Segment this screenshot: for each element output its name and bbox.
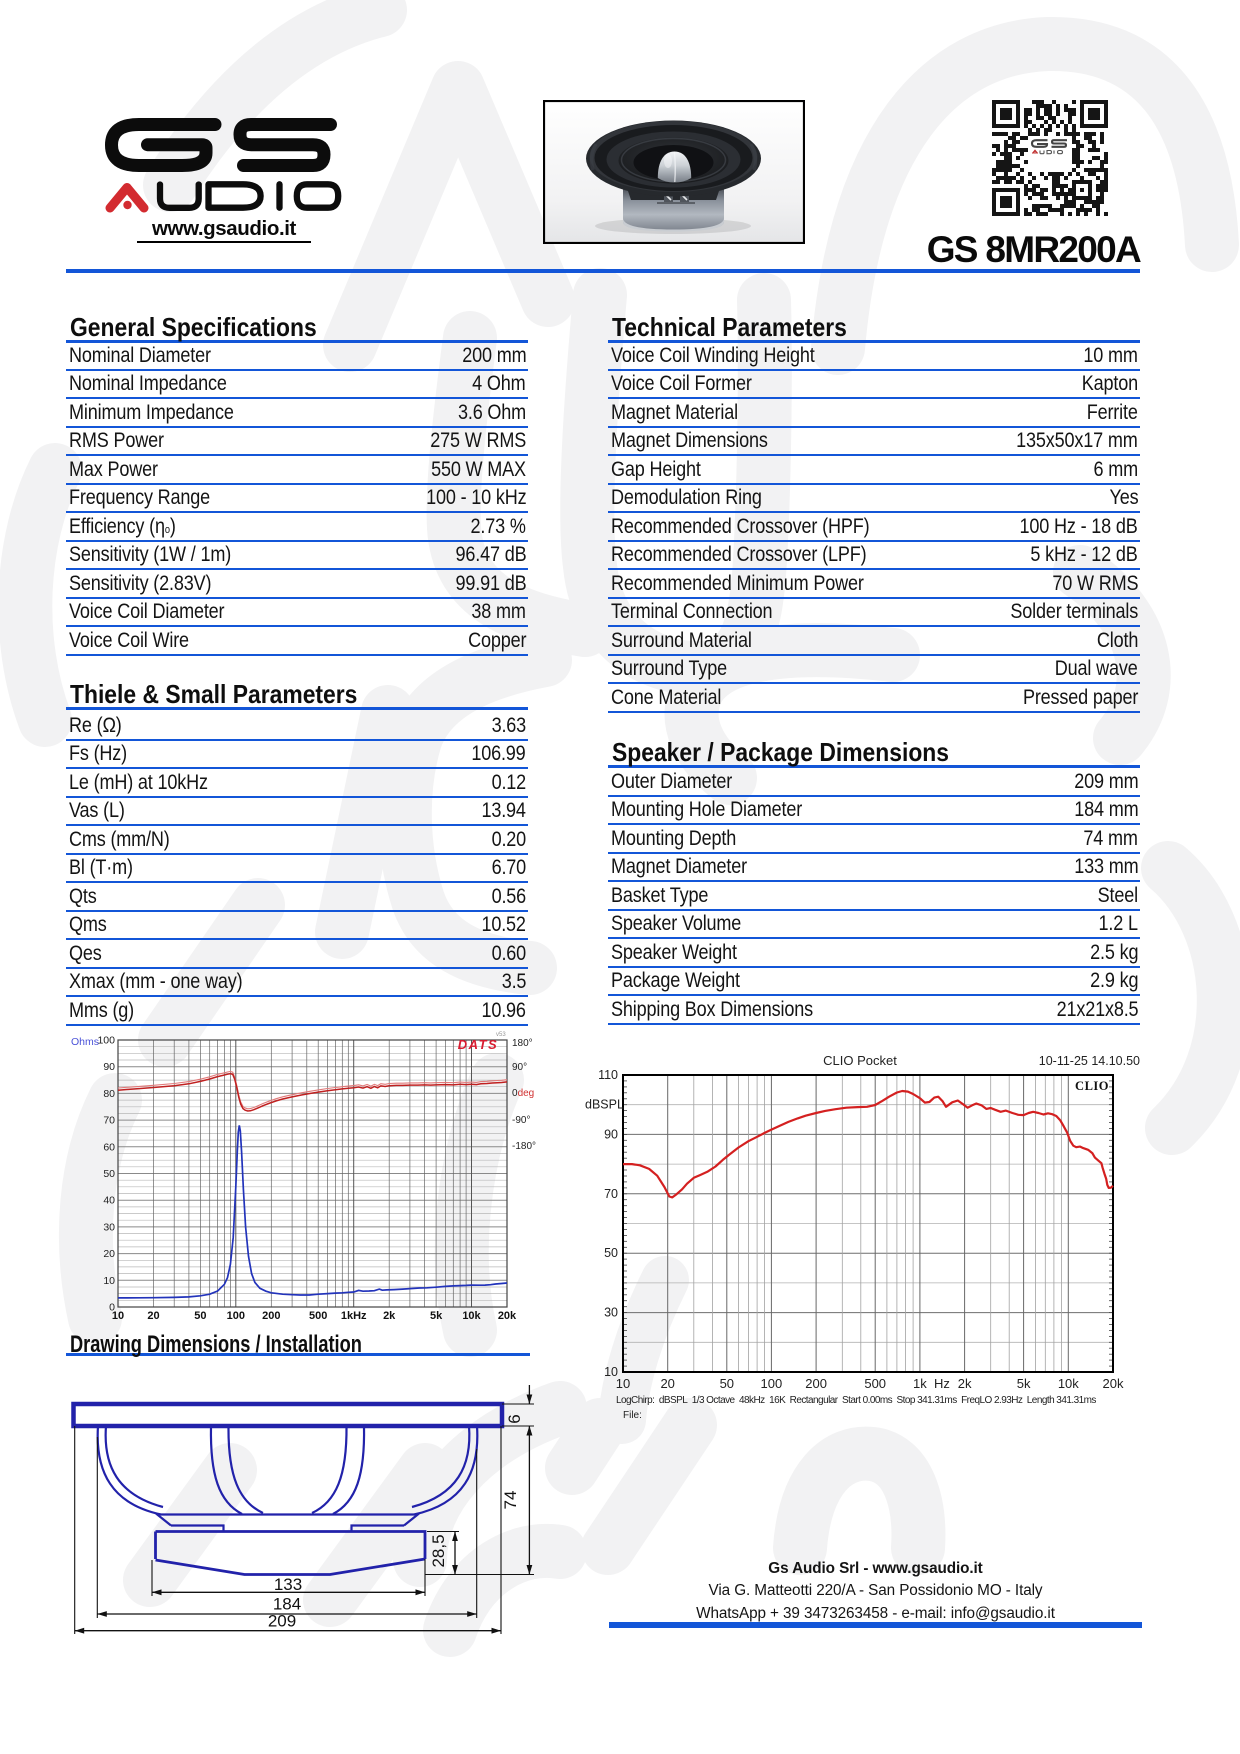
svg-text:90: 90 [604,1127,618,1141]
svg-text:184: 184 [273,1595,301,1614]
svg-text:50: 50 [604,1246,618,1260]
svg-text:20: 20 [147,1310,159,1322]
svg-text:20: 20 [103,1248,115,1260]
svg-text:5k: 5k [430,1310,443,1322]
svg-text:50: 50 [720,1376,734,1391]
svg-text:110: 110 [598,1068,618,1082]
svg-text:20k: 20k [1103,1376,1124,1391]
svg-text:100: 100 [761,1376,783,1391]
svg-text:40: 40 [103,1195,115,1207]
svg-text:-90°: -90° [512,1115,530,1126]
svg-text:200: 200 [805,1376,827,1391]
svg-text:50: 50 [103,1168,115,1180]
svg-text:30: 30 [604,1306,618,1320]
svg-text:20k: 20k [498,1310,517,1322]
svg-text:2k: 2k [383,1310,396,1322]
svg-text:6: 6 [505,1414,524,1423]
svg-text:LogChirp: dBSPL 1/3 Octave: LogChirp: dBSPL 1/3 Octave 48kHz 16K Rec… [616,1395,1096,1406]
svg-text:50: 50 [194,1310,206,1322]
svg-text:10-11-25 14.10.50: 10-11-25 14.10.50 [1039,1054,1140,1068]
svg-text:v53: v53 [496,1032,506,1038]
svg-text:DATS: DATS [458,1037,498,1052]
svg-text:10: 10 [112,1310,124,1322]
svg-text:10: 10 [616,1376,630,1391]
svg-text:dBSPL: dBSPL [585,1098,624,1112]
svg-text:CLIO: CLIO [1075,1079,1109,1093]
svg-text:90°: 90° [512,1062,527,1073]
svg-text:70: 70 [103,1115,115,1127]
svg-text:60: 60 [103,1141,115,1153]
svg-text:133: 133 [274,1575,302,1594]
svg-text:90: 90 [103,1061,115,1073]
svg-text:10: 10 [103,1275,115,1287]
svg-text:180°: 180° [512,1038,533,1049]
svg-text:File:: File: [623,1410,642,1421]
svg-text:500: 500 [864,1376,886,1391]
svg-text:70: 70 [604,1187,618,1201]
svg-text:5k: 5k [1017,1376,1031,1391]
svg-text:Hz: Hz [934,1376,950,1391]
svg-text:CLIO Pocket: CLIO Pocket [823,1053,897,1068]
svg-text:-180°: -180° [512,1141,536,1152]
svg-text:28,5: 28,5 [429,1534,448,1567]
svg-text:500: 500 [309,1310,327,1322]
svg-text:74: 74 [501,1491,520,1510]
svg-text:30: 30 [103,1221,115,1233]
svg-text:209: 209 [268,1612,296,1631]
svg-text:100: 100 [227,1310,245,1322]
svg-text:2k: 2k [958,1376,972,1391]
svg-text:80: 80 [103,1088,115,1100]
svg-text:10: 10 [604,1365,618,1379]
svg-text:0deg: 0deg [512,1088,534,1099]
svg-text:1kHz: 1kHz [341,1310,367,1322]
svg-text:200: 200 [262,1310,280,1322]
svg-text:Ohms: Ohms [71,1036,99,1048]
svg-text:1k: 1k [913,1376,927,1391]
svg-text:20: 20 [660,1376,674,1391]
svg-text:10k: 10k [462,1310,481,1322]
svg-text:0: 0 [109,1302,115,1314]
svg-text:10k: 10k [1058,1376,1079,1391]
svg-text:100: 100 [97,1035,115,1047]
